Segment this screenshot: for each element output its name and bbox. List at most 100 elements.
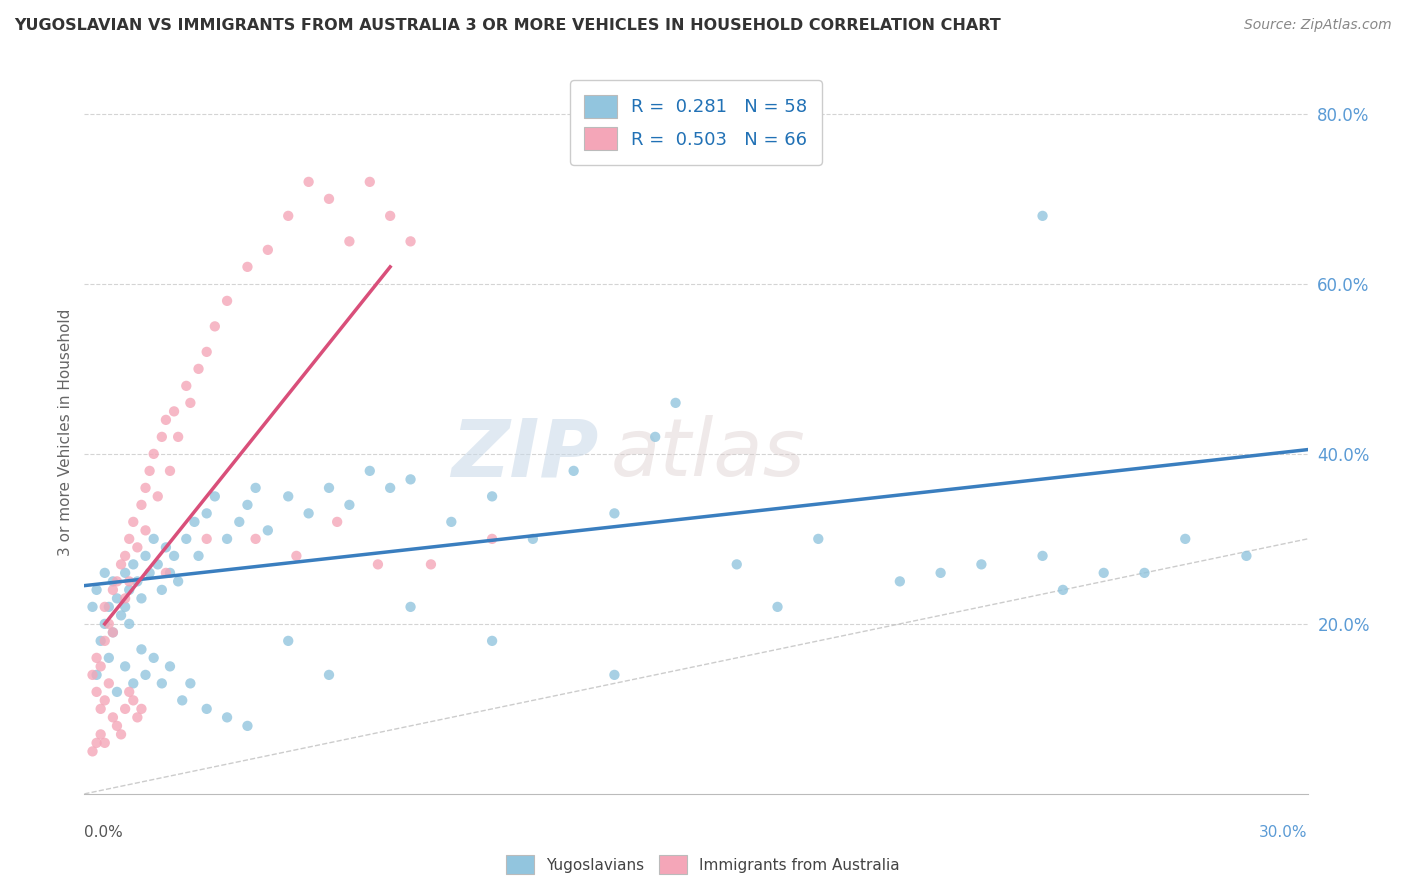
Point [93,736,115,750]
Point [159,566,181,580]
Point [277,633,299,648]
Point [644,430,666,444]
Point [603,507,626,521]
Point [122,676,145,690]
Legend: Yugoslavians, Immigrants from Australia: Yugoslavians, Immigrants from Australia [501,849,905,880]
Point [183,515,205,529]
Point [93,566,115,580]
Text: Source: ZipAtlas.com: Source: ZipAtlas.com [1244,18,1392,32]
Point [326,515,349,529]
Point [82,744,104,758]
Point [725,558,748,572]
Point [86,582,108,597]
Point [298,175,321,189]
Point [236,260,259,274]
Point [217,293,239,308]
Point [131,702,153,716]
Point [150,582,173,597]
Point [481,633,503,648]
Point [359,464,381,478]
Point [399,599,422,614]
Point [1092,566,1115,580]
Point [118,582,141,597]
Point [380,209,402,223]
Point [101,625,124,640]
Point [228,515,250,529]
Point [481,489,503,503]
Point [114,566,136,580]
Point [110,608,132,623]
Point [105,574,128,589]
Point [298,507,321,521]
Point [277,209,299,223]
Point [142,532,165,546]
Point [155,413,177,427]
Point [86,668,108,682]
Point [187,362,209,376]
Point [86,651,108,665]
Point [93,599,115,614]
Point [122,693,145,707]
Point [131,591,153,606]
Point [114,702,136,716]
Point [1032,209,1054,223]
Point [204,489,226,503]
Point [159,659,181,673]
Point [664,396,686,410]
Point [90,659,112,673]
Point [163,549,186,563]
Point [318,192,340,206]
Point [217,532,239,546]
Point [118,685,141,699]
Point [257,243,280,257]
Point [929,566,952,580]
Point [167,430,190,444]
Point [155,566,177,580]
Point [135,524,157,538]
Point [93,693,115,707]
Point [236,498,259,512]
Point [179,396,201,410]
Point [97,676,120,690]
Point [155,541,177,555]
Point [97,599,120,614]
Point [150,430,173,444]
Point [105,685,128,699]
Point [399,235,422,249]
Point [195,344,218,359]
Point [889,574,911,589]
Point [110,727,132,741]
Point [603,668,626,682]
Point [135,481,157,495]
Text: 0.0%: 0.0% [84,825,124,840]
Point [970,558,993,572]
Point [127,574,149,589]
Point [86,685,108,699]
Point [179,676,201,690]
Text: ZIP: ZIP [451,416,598,493]
Point [285,549,308,563]
Point [135,549,157,563]
Point [174,379,197,393]
Point [807,532,830,546]
Point [97,616,120,631]
Point [131,642,153,657]
Point [150,676,173,690]
Point [122,558,145,572]
Text: 30.0%: 30.0% [1260,825,1308,840]
Point [1133,566,1156,580]
Point [1234,549,1257,563]
Point [359,175,381,189]
Point [90,633,112,648]
Point [131,498,153,512]
Point [766,599,789,614]
Point [101,625,124,640]
Point [1052,582,1074,597]
Point [172,693,194,707]
Point [127,710,149,724]
Point [138,464,160,478]
Legend: R =  0.281   N = 58, R =  0.503   N = 66: R = 0.281 N = 58, R = 0.503 N = 66 [569,80,823,165]
Point [105,591,128,606]
Point [105,719,128,733]
Point [82,599,104,614]
